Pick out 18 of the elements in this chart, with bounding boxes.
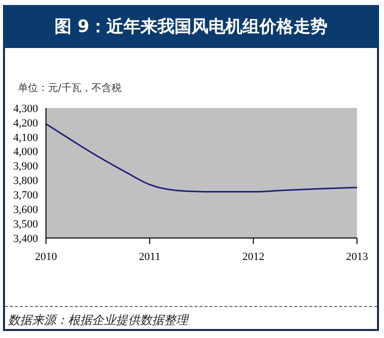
y-tick-label: 4,300 bbox=[13, 102, 38, 115]
y-tick-label: 4,000 bbox=[13, 146, 38, 158]
y-tick-label: 3,400 bbox=[13, 232, 38, 245]
y-tick-label: 3,700 bbox=[13, 190, 38, 202]
y-tick-label: 4,100 bbox=[13, 132, 38, 144]
x-tick-label: 2010 bbox=[35, 250, 58, 263]
x-tick-label: 2012 bbox=[242, 250, 264, 263]
y-axis-title: 单位：元/千瓦，不含税 bbox=[18, 82, 122, 95]
x-tick-label: 2011 bbox=[138, 250, 160, 263]
y-tick-label: 3,600 bbox=[13, 204, 38, 216]
y-tick-label: 3,500 bbox=[13, 218, 38, 230]
y-tick-label: 3,900 bbox=[13, 160, 38, 173]
x-tick-label: 2013 bbox=[346, 250, 368, 263]
source-note: 数据来源：根据企业提供数据整理 bbox=[8, 312, 188, 329]
y-tick-label: 3,800 bbox=[13, 175, 38, 188]
y-tick-label: 4,200 bbox=[13, 117, 38, 130]
chart-title: 图 9：近年来我国风电机组价格走势 bbox=[3, 5, 379, 48]
line-series bbox=[46, 123, 357, 193]
